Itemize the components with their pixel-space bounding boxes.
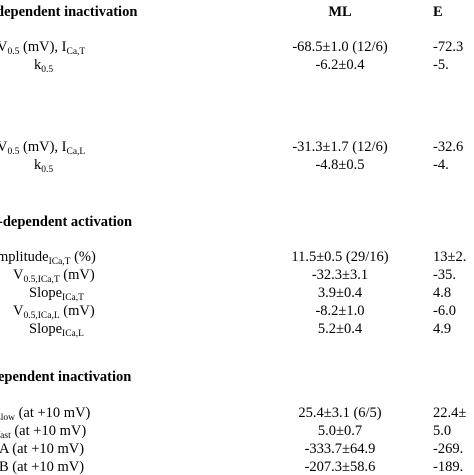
cell-e-k05-ica-l: -4. — [433, 157, 449, 173]
cell-ml-v05-ica-l: -31.3±1.7 (12/6) — [292, 139, 388, 155]
cell-ml-k05-ica-l: -4.8±0.5 — [315, 157, 365, 173]
row-label-tau-slow: slow (at +10 mV) — [0, 405, 91, 423]
cell-ml-b: -207.3±58.6 — [304, 459, 376, 475]
section-heading-voltage-dependent-inactivation: dependent inactivation — [0, 4, 138, 20]
cell-ml-v05-act-ica-l: -8.2±1.0 — [315, 303, 365, 319]
cell-ml-slope-ica-t: 3.9±0.4 — [317, 285, 363, 301]
cell-e-b: -189. — [433, 459, 464, 475]
cell-ml-v05-ica-t: -68.5±1.0 (12/6) — [292, 39, 388, 55]
row-label-v05-act-ica-l: V0.5,ICa,L (mV) — [13, 303, 95, 321]
section-heading-time-dependent-inactivation: ependent inactivation — [0, 369, 132, 385]
row-label-slope-ica-l: SlopeICa,L — [29, 321, 84, 339]
cell-e-a: -269. — [433, 441, 464, 457]
cell-e-amplitude-ica-t: 13±2. — [433, 249, 467, 265]
column-header-e: E — [433, 4, 443, 20]
cell-e-v05-ica-t: -72.3 — [433, 39, 464, 55]
row-label-k05-ica-t: k0.5 — [34, 57, 54, 75]
cell-ml-k05-ica-t: -6.2±0.4 — [315, 57, 365, 73]
row-label-v05-act-ica-t: V0.5,ICa,T (mV) — [13, 267, 95, 285]
row-label-amplitude-ica-t: mplitudeICa,T (%) — [0, 249, 96, 267]
section-heading-voltage-dependent-activation: -dependent activation — [0, 214, 133, 230]
row-label-b: B (at +10 mV) — [0, 459, 85, 475]
row-label-v05-ica-l: V0.5 (mV), ICa,L — [0, 139, 86, 157]
cell-ml-tau-slow: 25.4±3.1 (6/5) — [298, 405, 382, 421]
row-label-tau-fast: fast (at +10 mV) — [0, 423, 87, 441]
cell-ml-amplitude-ica-t: 11.5±0.5 (29/16) — [291, 249, 389, 265]
cell-e-v05-act-ica-l: -6.0 — [433, 303, 456, 319]
cell-ml-tau-fast: 5.0±0.7 — [317, 423, 363, 439]
row-label-v05-ica-t: V0.5 (mV), ICa,T — [0, 39, 86, 57]
cell-e-v05-act-ica-t: -35. — [433, 267, 456, 283]
row-label-slope-ica-t: SlopeICa,T — [29, 285, 84, 303]
cell-e-slope-ica-t: 4.8 — [433, 285, 452, 301]
cell-e-tau-fast: 5.0 — [433, 423, 452, 439]
cell-e-tau-slow: 22.4± — [433, 405, 467, 421]
cell-e-v05-ica-l: -32.6 — [433, 139, 464, 155]
cell-ml-v05-act-ica-t: -32.3±3.1 — [311, 267, 369, 283]
cell-e-k05-ica-t: -5. — [433, 57, 449, 73]
cell-ml-a: -333.7±64.9 — [304, 441, 376, 457]
row-label-k05-ica-l: k0.5 — [34, 157, 54, 175]
cell-e-slope-ica-l: 4.9 — [433, 321, 452, 337]
cell-ml-slope-ica-l: 5.2±0.4 — [317, 321, 363, 337]
row-label-a: A (at +10 mV) — [0, 441, 85, 457]
column-header-ml: ML — [328, 4, 352, 20]
